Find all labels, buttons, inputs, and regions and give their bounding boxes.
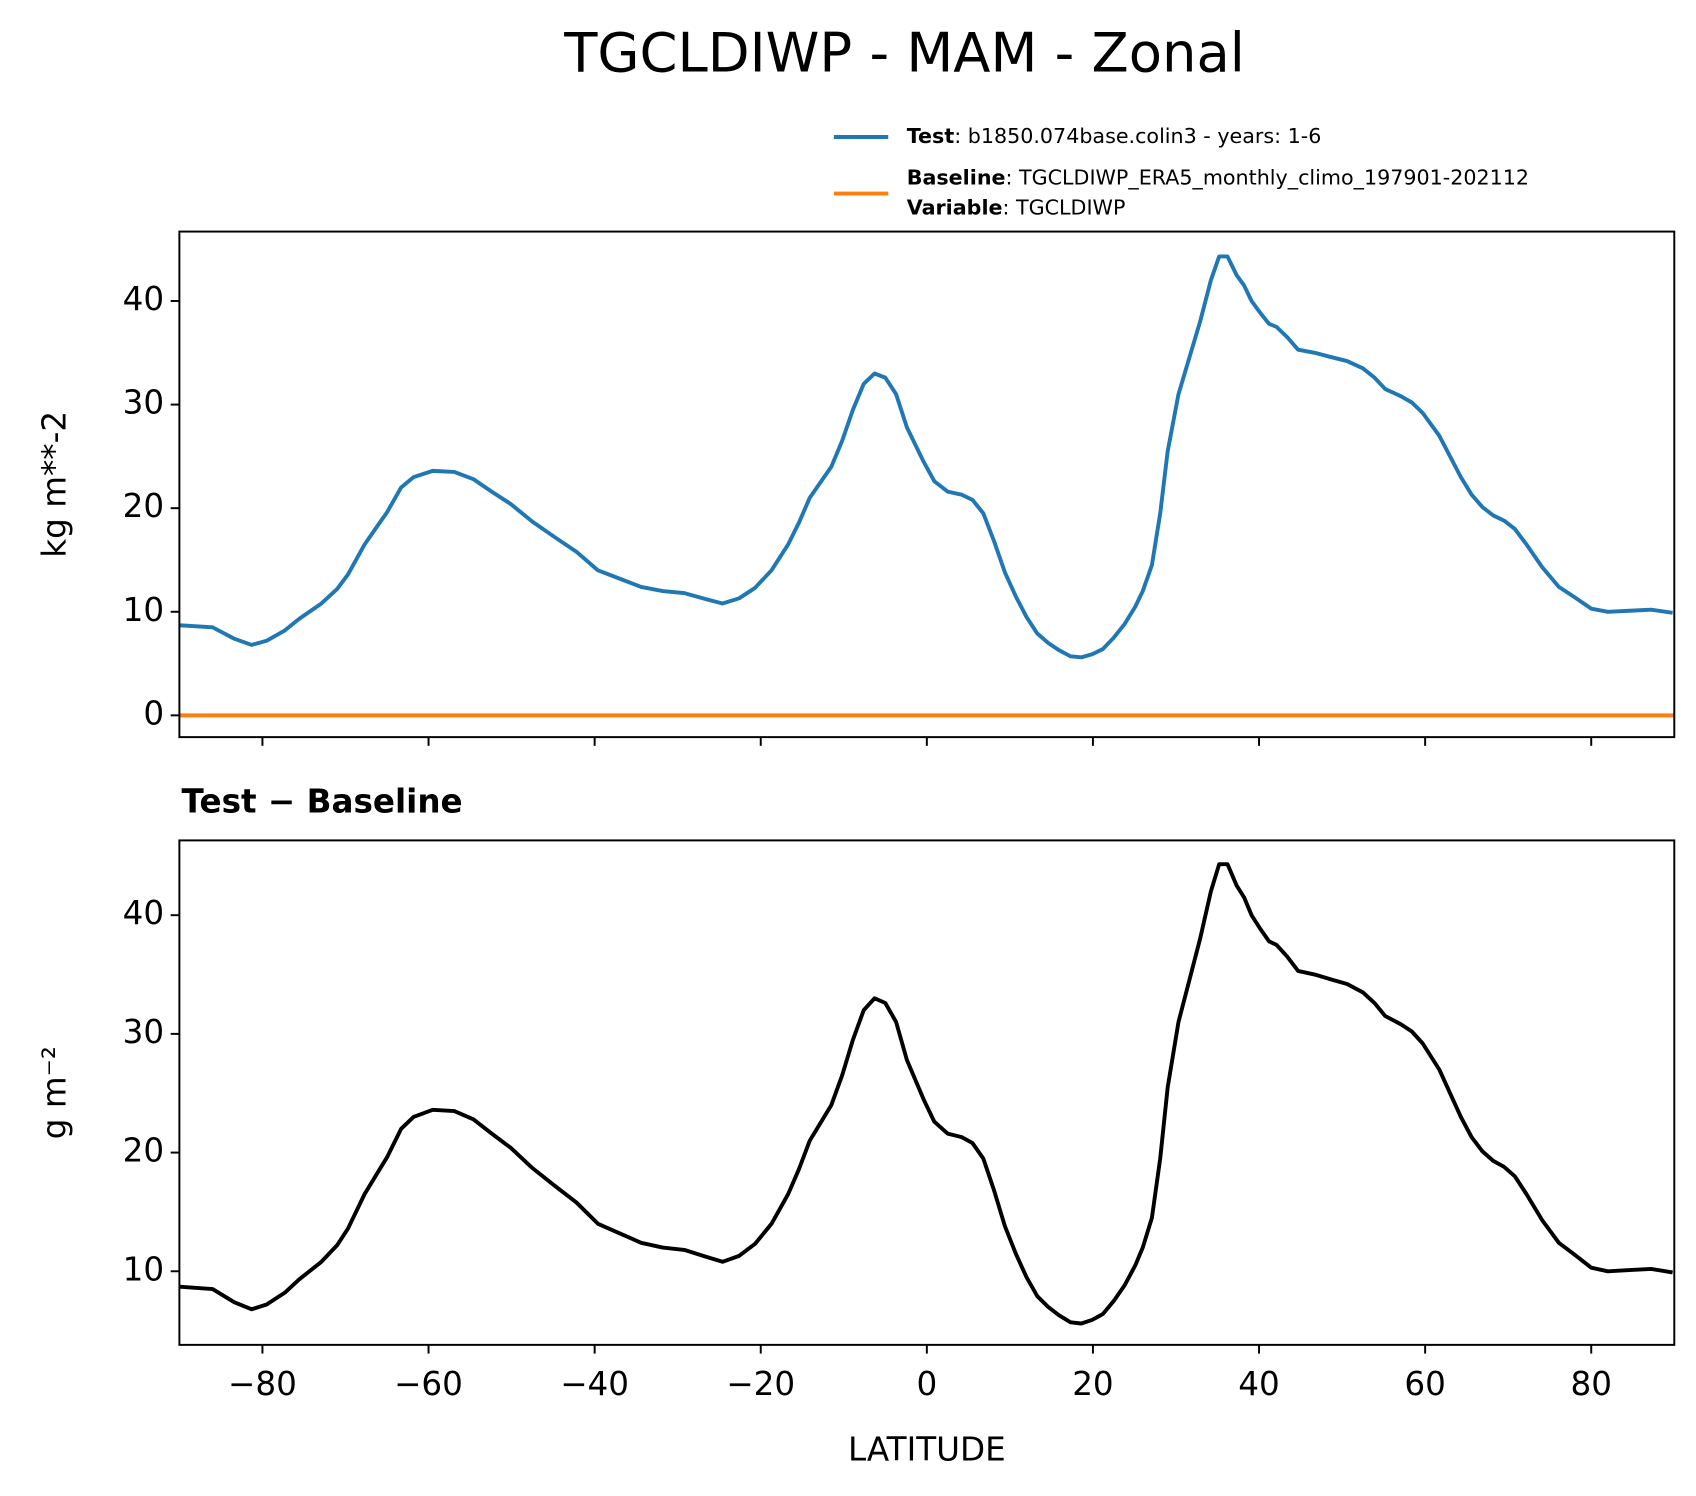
legend-entry: Baseline: TGCLDIWP_ERA5_monthly_climo_19… [907,165,1529,190]
y-tick-label: 30 [123,1013,165,1051]
legend-name: Baseline [907,165,1006,189]
x-axis-label: LATITUDE [848,1430,1006,1468]
x-tick-label: −60 [394,1365,463,1403]
y-tick-label: 40 [123,280,165,318]
x-tick-label: −20 [726,1365,795,1403]
x-tick-label: 20 [1072,1365,1114,1403]
data-line [179,254,1673,660]
y-tick-label: 10 [123,591,165,629]
x-tick-label: −40 [560,1365,629,1403]
plot-area [179,254,1675,718]
y-tick-label: 20 [123,1132,165,1170]
legend-name: Variable [907,196,1003,220]
legend-detail: : TGCLDIWP_ERA5_monthly_climo_197901-202… [1006,165,1529,190]
x-tick-label: −80 [228,1365,297,1403]
subplot-title: Test − Baseline [182,782,463,820]
legend-entry: Test: b1850.074base.colin3 - years: 1-6 [907,124,1322,148]
legend-detail: : b1850.074base.colin3 - years: 1-6 [954,124,1321,148]
y-tick-label: 20 [123,487,165,525]
y-axis-label: kg m**-2 [36,411,74,558]
legend-entry: Variable: TGCLDIWP [907,196,1126,220]
y-axis-label: g m⁻² [36,1046,74,1139]
legend-name: Test [907,124,955,148]
y-tick-label: 0 [143,694,164,732]
x-tick-label: 60 [1404,1365,1445,1403]
x-tick-label: 80 [1570,1365,1612,1403]
x-tick-label: 0 [916,1365,937,1403]
legend-detail: : TGCLDIWP [1003,196,1126,220]
y-tick-label: 40 [123,894,165,932]
plot-area [179,862,1673,1326]
data-line [179,862,1673,1326]
x-tick-label: 40 [1238,1365,1280,1403]
y-tick-label: 10 [123,1250,165,1288]
figure-title: TGCLDIWP - MAM - Zonal [563,22,1245,85]
y-tick-label: 30 [123,384,165,422]
figure: 0 10 20 30 40 kg m**-2 10 20 30 40 −80 −60 −40 −20 0 20… [36,22,1676,1468]
legend: Test: b1850.074base.colin3 - years: 1-6 B… [833,124,1529,220]
